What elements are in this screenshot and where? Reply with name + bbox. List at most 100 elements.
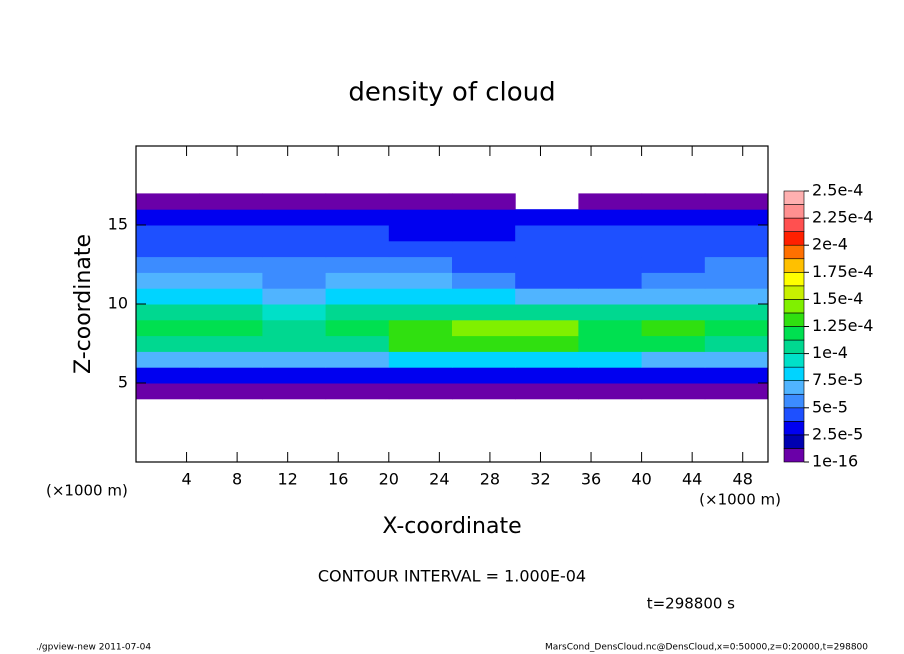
heat-cell xyxy=(452,288,516,305)
heat-cell xyxy=(704,304,769,321)
heat-cell xyxy=(515,209,579,226)
colorbar-box xyxy=(783,434,805,449)
colorbar-box xyxy=(783,326,805,341)
heat-cell xyxy=(641,225,706,242)
colorbar-box xyxy=(783,448,805,463)
heat-cell xyxy=(136,256,200,273)
heat-cell xyxy=(452,240,516,258)
heat-cell xyxy=(136,304,200,321)
heat-cell xyxy=(515,272,579,289)
heat-cell xyxy=(388,288,453,305)
heat-cell xyxy=(578,272,643,289)
heat-cell xyxy=(578,367,643,384)
x-tick-label: 32 xyxy=(530,470,550,489)
heat-cell xyxy=(515,383,579,400)
x-tick-label: 24 xyxy=(429,470,449,489)
heat-cell xyxy=(578,240,643,258)
heat-cell xyxy=(641,319,706,337)
y-unit: (×1000 m) xyxy=(46,482,128,500)
heat-cell xyxy=(515,351,579,368)
heat-cell xyxy=(325,193,390,210)
heat-cell xyxy=(262,304,327,321)
heat-cell xyxy=(452,256,516,273)
x-tick-label: 4 xyxy=(181,470,191,489)
colorbar-label: 5e-5 xyxy=(812,397,848,416)
heat-cell xyxy=(199,193,263,210)
heat-cell xyxy=(136,335,200,352)
heat-cell xyxy=(388,367,453,384)
heat-cell xyxy=(641,367,706,384)
heat-cell xyxy=(641,383,706,400)
x-unit: (×1000 m) xyxy=(699,491,781,509)
footer-left: ./gpview-new 2011-07-04 xyxy=(36,643,151,653)
heat-cell xyxy=(452,335,516,352)
heat-cell xyxy=(136,225,200,242)
y-axis-label: Z-coordinate xyxy=(71,234,96,374)
x-tick-label: 44 xyxy=(682,470,702,489)
heat-cell xyxy=(388,240,453,258)
colorbar-label: 1.75e-4 xyxy=(812,262,873,281)
colorbar-box xyxy=(783,393,805,409)
heat-cell xyxy=(515,367,579,384)
heat-cell xyxy=(515,304,579,321)
heat-cell xyxy=(641,240,706,258)
heat-cell xyxy=(325,225,390,242)
heat-cell xyxy=(452,383,516,400)
colorbar-label: 1e-16 xyxy=(812,452,858,471)
heat-cell xyxy=(199,288,263,305)
heat-cell xyxy=(325,351,390,368)
heat-cell xyxy=(578,288,643,305)
heat-cell xyxy=(136,367,200,384)
colorbar-box xyxy=(783,258,805,273)
heat-cell xyxy=(704,383,769,400)
heat-cell xyxy=(452,367,516,384)
heat-cell xyxy=(199,256,263,273)
heat-cell xyxy=(262,193,327,210)
heat-cell xyxy=(388,304,453,321)
heat-cell xyxy=(262,240,327,258)
heat-cell xyxy=(325,367,390,384)
heat-cell xyxy=(641,304,706,321)
heat-cell xyxy=(641,193,706,210)
heat-cell xyxy=(262,209,327,226)
heat-cell xyxy=(641,288,706,305)
heat-cell xyxy=(388,209,453,226)
colorbar-box xyxy=(783,271,805,287)
heat-cell xyxy=(136,351,200,368)
heat-cell xyxy=(704,209,769,226)
heat-cell xyxy=(515,240,579,258)
heat-cell xyxy=(199,240,263,258)
heat-cell xyxy=(452,209,516,226)
heat-cell xyxy=(578,193,643,210)
heat-cell xyxy=(199,367,263,384)
colorbar-box xyxy=(783,421,805,436)
heat-cell xyxy=(262,351,327,368)
colorbar-box xyxy=(783,285,805,300)
heat-cell xyxy=(578,351,643,368)
heat-cell xyxy=(515,335,579,352)
colorbar-box xyxy=(783,244,805,260)
heat-cell xyxy=(325,209,390,226)
colorbar-label: 2.5e-4 xyxy=(812,181,863,200)
heat-cell xyxy=(262,272,327,289)
colorbar-box xyxy=(783,204,805,219)
heat-cell xyxy=(136,272,200,289)
heat-cell xyxy=(325,319,390,337)
heat-cell xyxy=(704,272,769,289)
contour-note: CONTOUR INTERVAL = 1.000E-04 xyxy=(318,567,586,586)
heat-cell xyxy=(325,304,390,321)
colorbar-box xyxy=(783,407,805,422)
heat-cell xyxy=(199,319,263,337)
footer-right: MarsCond_DensCloud.nc@DensCloud,x=0:5000… xyxy=(545,643,868,653)
heat-cell xyxy=(199,383,263,400)
heat-cell xyxy=(578,383,643,400)
colorbar-label: 7.5e-5 xyxy=(812,370,863,389)
y-tick-label: 10 xyxy=(108,294,128,313)
colorbar-box xyxy=(783,312,805,327)
heat-cell xyxy=(641,209,706,226)
heat-cell xyxy=(452,304,516,321)
x-axis-label: X-coordinate xyxy=(382,514,521,539)
heat-cell xyxy=(578,335,643,352)
heat-cell xyxy=(199,351,263,368)
